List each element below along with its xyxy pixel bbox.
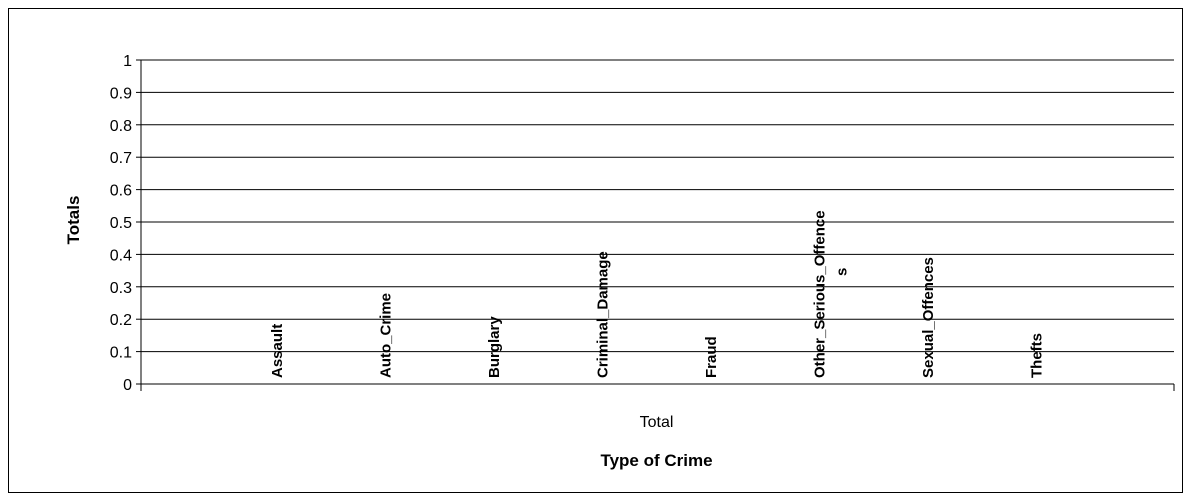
y-tick-label: 0.1 — [110, 345, 132, 362]
category-labels: Assault Auto_Crime Burglary Criminal_Damage… — [269, 210, 1046, 378]
y-tick-label: 0.2 — [110, 312, 132, 329]
category-label: Burglary — [486, 316, 503, 378]
y-tick-label: 0.3 — [110, 280, 132, 297]
y-tick-label: 0.4 — [110, 247, 132, 264]
chart-svg: 0 0.1 0.2 0.3 0.4 0.5 0.6 0.7 0.8 0.9 1 Assault Aut… — [64, 53, 1175, 470]
category-label: Fraud — [703, 336, 720, 378]
chart-frame: 0 0.1 0.2 0.3 0.4 0.5 0.6 0.7 0.8 0.9 1 Assault Aut… — [8, 8, 1183, 493]
x-axis-title: Type of Crime — [600, 451, 712, 470]
category-label: Assault — [269, 324, 286, 378]
y-tick-label: 1 — [123, 53, 132, 70]
category-label: Thefts — [1029, 333, 1046, 378]
y-tick-label: 0.6 — [110, 183, 132, 200]
category-label: Criminal_Damage — [595, 251, 612, 378]
y-tick-label: 0.7 — [110, 150, 132, 167]
category-label: Sexual_Offences — [920, 257, 937, 378]
category-label: Auto_Crime — [378, 293, 395, 378]
y-tick-label: 0.5 — [110, 215, 132, 232]
category-group-label: Total — [640, 414, 674, 431]
x-axis-ticks — [140, 384, 1175, 391]
category-label: Other_Serious_Offence s — [812, 210, 851, 378]
grid-lines — [141, 59, 1174, 353]
y-axis-title: Totals — [64, 196, 83, 245]
y-tick-label: 0.9 — [110, 85, 132, 102]
y-axis-ticks: 0 0.1 0.2 0.3 0.4 0.5 0.6 0.7 0.8 0.9 1 — [110, 53, 141, 394]
y-tick-label: 0.8 — [110, 118, 132, 135]
y-tick-label: 0 — [123, 377, 132, 394]
